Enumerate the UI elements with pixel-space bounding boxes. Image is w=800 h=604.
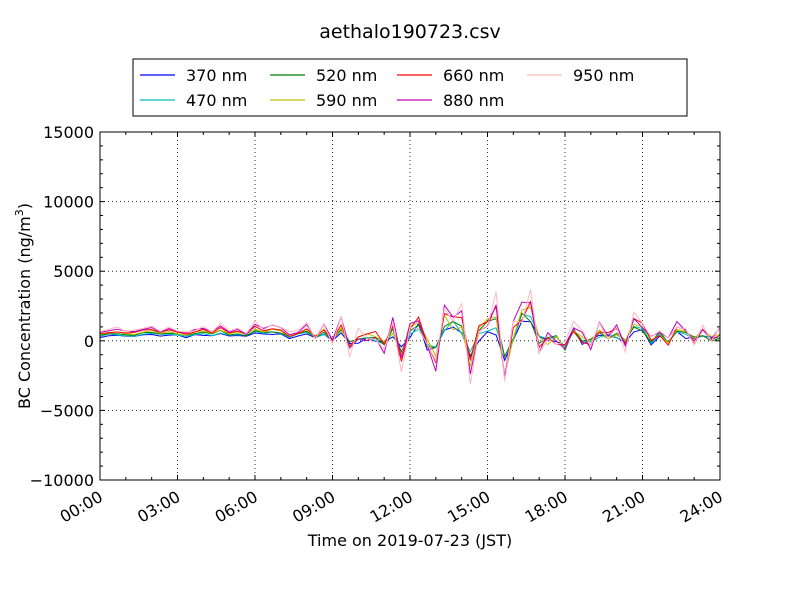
series-line-880-nm — [100, 301, 720, 377]
legend-label: 520 nm — [316, 66, 377, 85]
x-tick-label: 06:00 — [212, 487, 261, 527]
x-tick-label: 21:00 — [599, 487, 648, 527]
y-axis-label-sup: 3 — [13, 209, 26, 216]
y-tick-label: 10000 — [43, 193, 94, 212]
legend-label: 470 nm — [186, 91, 247, 110]
legend-label: 660 nm — [443, 66, 504, 85]
chart-title: aethalo190723.csv — [319, 21, 501, 43]
x-tick-label: 00:00 — [57, 487, 106, 527]
y-axis-label-close: ) — [15, 203, 34, 209]
legend-label: 590 nm — [316, 91, 377, 110]
x-tick-label: 09:00 — [289, 487, 338, 527]
x-axis-label: Time on 2019-07-23 (JST) — [307, 531, 512, 550]
y-tick-label: 0 — [84, 332, 94, 351]
y-axis-label: BC Concentration (ng/m3) — [13, 203, 34, 409]
x-tick-label: 18:00 — [522, 487, 571, 527]
x-tick-label: 03:00 — [134, 487, 183, 527]
x-tick-label: 15:00 — [444, 487, 493, 527]
plot-frame — [99, 131, 721, 481]
series-group — [100, 289, 720, 385]
legend-label: 950 nm — [573, 66, 634, 85]
legend: 370 nm 470 nm 520 nm 590 nm 660 nm 880 nm 950 … — [132, 58, 688, 117]
legend-label: 370 nm — [186, 66, 247, 85]
y-axis-label-text: BC Concentration (ng/m — [15, 216, 34, 409]
x-tick-label: 24:00 — [677, 487, 726, 527]
legend-box — [132, 58, 688, 117]
legend-label: 880 nm — [443, 91, 504, 110]
series-line-590-nm — [100, 306, 720, 376]
series-line-470-nm — [100, 313, 720, 358]
plot-area — [99, 131, 721, 481]
y-tick-label: 15000 — [43, 123, 94, 142]
y-tick-label: 5000 — [53, 262, 94, 281]
y-tick-label: −5000 — [40, 401, 94, 420]
y-tick-label: −10000 — [30, 471, 94, 490]
series-line-950-nm — [100, 289, 720, 385]
x-tick-label: 12:00 — [367, 487, 416, 527]
